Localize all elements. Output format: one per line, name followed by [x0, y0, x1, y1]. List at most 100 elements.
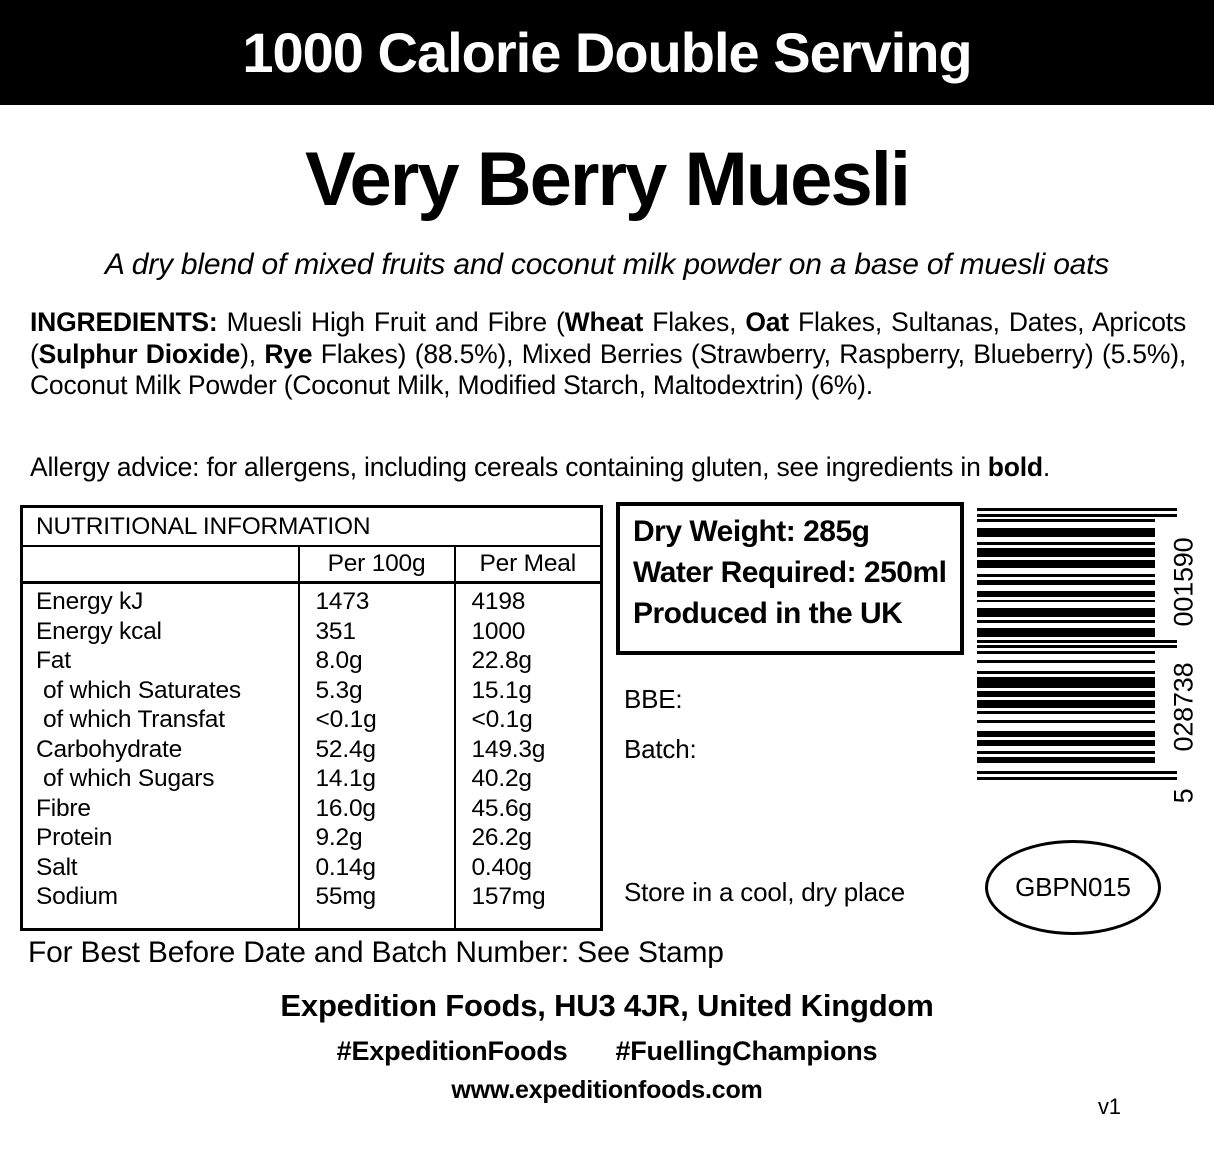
nutrition-cell-label: of which Saturates [43, 676, 241, 704]
barcode-bar [977, 771, 1177, 775]
nutrition-col-blank [21, 545, 299, 584]
nutrition-header-row: Per 100g Per Meal [21, 545, 602, 584]
nutrition-row: Energy kcal 351 1000 [22, 616, 602, 646]
barcode-bar [977, 699, 1155, 709]
nutrition-cell-per100g: 351 [297, 616, 455, 646]
barcode-digits-left-group: 028738 [1168, 662, 1199, 752]
barcode-bar [977, 573, 1155, 577]
barcode-bar [977, 659, 1155, 663]
barcode-bar [977, 676, 1155, 689]
bold-text-segment: Oat [745, 307, 789, 337]
hashtag: #FuellingChampions [615, 1036, 878, 1066]
label-version: v1 [1098, 1094, 1121, 1119]
text-segment: . [1042, 452, 1051, 482]
nutrition-cell-label: Energy kJ [36, 588, 144, 615]
nutrition-title: NUTRITIONAL INFORMATION [21, 506, 602, 547]
ingredients-text: INGREDIENTS: Muesli High Fruit and Fibre… [30, 307, 1186, 402]
barcode-bar [977, 651, 1155, 655]
barcode-bar [977, 591, 1155, 597]
barcode-bar [977, 628, 1155, 637]
nutrition-table: NUTRITIONAL INFORMATION Per 100g Per Mea… [20, 505, 604, 931]
nutrition-row: of which Saturates 5.3g 15.1g [22, 675, 602, 705]
nutrition-row: Energy kJ 1473 4198 [22, 582, 602, 617]
barcode-digits-right-group: 001590 [1168, 537, 1199, 627]
calorie-banner: 1000 Calorie Double Serving [0, 0, 1214, 105]
nutrition-row: Fibre 16.0g 45.6g [22, 793, 602, 823]
nutrition-cell-perMeal: 1000 [453, 616, 602, 646]
nutrition-row: Salt 0.14g 0.40g [22, 852, 602, 882]
website-url: www.expeditionfoods.com [451, 1076, 763, 1104]
nutrition-cell-label: Fibre [36, 794, 91, 822]
barcode-bar [977, 559, 1155, 569]
nutrition-cell-per100g: <0.1g [297, 705, 455, 735]
text-segment: Flakes, [643, 307, 746, 337]
barcode-bar [977, 542, 1155, 546]
bbe-label: BBE: [624, 684, 683, 714]
nutrition-row: of which Transfat <0.1g <0.1g [22, 705, 602, 735]
barcode-digit-first: 5 [1168, 788, 1199, 804]
storage-note: Store in a cool, dry place [624, 877, 905, 907]
product-code-badge: GBPN015 [985, 840, 1161, 935]
nutrition-cell-per100g: 9.2g [297, 823, 455, 853]
text-segment: Muesli High Fruit and Fibre ( [226, 307, 565, 337]
nutrition-cell-label: of which Sugars [43, 765, 215, 792]
nutrition-cell-per100g: 0.14g [297, 852, 455, 882]
barcode-bar [977, 579, 1155, 586]
barcode-bar [977, 519, 1155, 523]
barcode-bar [977, 508, 1177, 511]
nutrition-cell-perMeal: <0.1g [453, 705, 602, 735]
allergy-advice: Allergy advice: for allergens, including… [30, 452, 1186, 483]
nutrition-cell-per100g: 52.4g [297, 734, 455, 764]
barcode-bar [977, 739, 1155, 746]
nutrition-cell-label: Protein [36, 824, 113, 851]
batch-label: Batch: [624, 734, 697, 764]
nutrition-cell-perMeal: 4198 [453, 582, 602, 617]
product-code-text: GBPN015 [1015, 872, 1131, 902]
product-description: A dry blend of mixed fruits and coconut … [104, 248, 1110, 281]
barcode-bar [977, 528, 1155, 537]
nutrition-row: Carbohydrate 52.4g 149.3g [22, 734, 602, 764]
bold-text-segment: Sulphur Dioxide [38, 338, 241, 369]
nutrition-cell-per100g: 1473 [297, 582, 455, 617]
nutrition-table-body: Energy kJ 1473 4198 Energy kcal 351 1000 Fat 8.… [22, 582, 602, 929]
nutrition-cell-label: Energy kcal [36, 617, 162, 645]
calorie-banner-text: 1000 Calorie Double Serving [242, 21, 972, 84]
bold-text-segment: Rye [264, 338, 313, 369]
hashtag: #ExpeditionFoods [336, 1036, 568, 1066]
nutrition-cell-per100g: 16.0g [297, 793, 455, 823]
bold-text-segment: INGREDIENTS: [30, 307, 227, 337]
nutrition-cell-label: Sodium [36, 883, 118, 910]
barcode-bar [977, 548, 1155, 557]
bold-text-segment: Wheat [564, 307, 644, 337]
nutrition-cell-label: Fat [36, 647, 71, 674]
text-segment: Allergy advice: for allergens, including… [30, 452, 988, 482]
nutrition-cell-per100g: 5.3g [297, 675, 455, 705]
nutrition-cell-label: of which Transfat [43, 706, 225, 733]
nutrition-cell-perMeal: 15.1g [453, 675, 602, 705]
barcode-bar [977, 513, 1177, 517]
barcode-bar [977, 711, 1155, 715]
product-title: Very Berry Muesli [305, 137, 911, 222]
text-segment: Flakes, Sultanas, Dates, Apricots ( [30, 307, 1186, 369]
hashtags: #ExpeditionFoods #FuellingChampions [0, 1036, 1214, 1067]
barcode-bars [977, 508, 1205, 780]
barcode-bar [977, 645, 1177, 649]
barcode-bar [977, 671, 1155, 675]
water-required-text: Water Required: 250ml [633, 556, 947, 589]
nutrition-cell-perMeal: 26.2g [453, 823, 602, 853]
barcode-bar [977, 608, 1155, 617]
dry-weight-text: Dry Weight: 285g [633, 515, 870, 548]
nutrition-col-per100g: Per 100g [297, 545, 455, 584]
nutrition-cell-per100g: 8.0g [297, 646, 455, 676]
nutrition-row: Fat 8.0g 22.8g [22, 646, 602, 676]
nutrition-cell-perMeal: 0.40g [453, 852, 602, 882]
nutrition-title-row: NUTRITIONAL INFORMATION [21, 506, 602, 547]
produced-in-text: Produced in the UK [633, 597, 903, 630]
barcode-bar [977, 691, 1155, 697]
stamp-note: For Best Before Date and Batch Number: S… [28, 936, 724, 969]
nutrition-cell-per100g: 55mg [297, 882, 455, 929]
barcode-bar [977, 777, 1177, 780]
barcode: 001590 028738 5 [977, 508, 1205, 810]
barcode-bar [977, 719, 1155, 723]
